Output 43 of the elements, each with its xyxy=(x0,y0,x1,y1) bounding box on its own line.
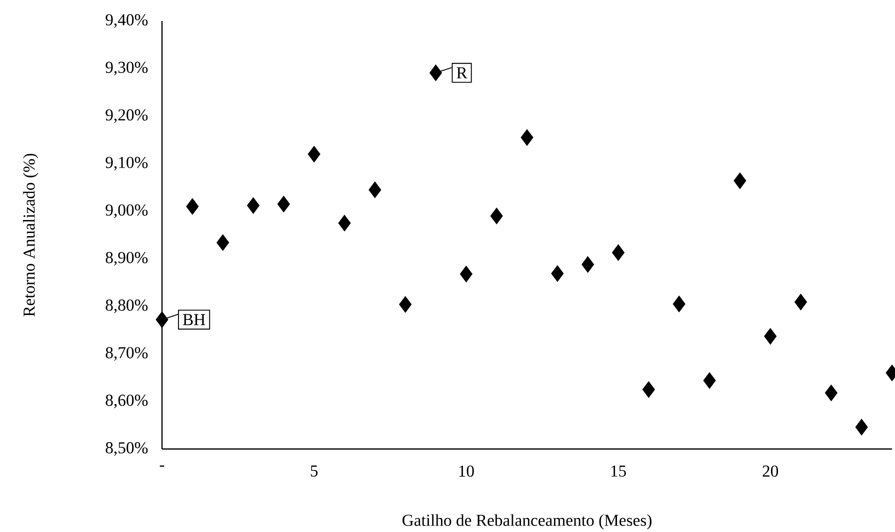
point xyxy=(277,196,290,212)
y-tick-label: 9,10% xyxy=(106,156,148,171)
point xyxy=(490,208,503,224)
point xyxy=(338,214,351,232)
point xyxy=(551,265,564,282)
y-tick-label: 9,30% xyxy=(106,62,148,76)
x-tick-label: - xyxy=(160,465,164,467)
point xyxy=(642,381,655,398)
point xyxy=(186,198,199,215)
point xyxy=(216,234,230,251)
x-tick-label: 15 xyxy=(611,465,626,477)
y-tick-label: 8,50% xyxy=(106,442,148,456)
x-tick-label: 10 xyxy=(459,465,474,477)
annotation: R xyxy=(456,67,468,78)
point xyxy=(734,172,746,190)
y-tick-label: 8,70% xyxy=(106,347,148,361)
point xyxy=(855,418,868,436)
annotation: BH xyxy=(182,314,206,326)
point xyxy=(582,256,594,273)
y-tick-label: 9,00% xyxy=(106,204,148,218)
y-tick-label: 9,20% xyxy=(106,109,148,123)
x-tick-label: 5 xyxy=(310,465,318,477)
point xyxy=(612,244,625,261)
point xyxy=(156,311,168,328)
point xyxy=(794,294,808,310)
point xyxy=(399,296,412,313)
y-tick-label: 8,90% xyxy=(106,252,148,266)
x-axis-title: Gatilho de Rebalanceamento (Meses) xyxy=(402,514,652,530)
y-tick-label: 8,60% xyxy=(106,394,148,408)
point xyxy=(520,129,534,146)
y-tick-label: 9,40% xyxy=(106,14,148,28)
point xyxy=(246,197,260,214)
point xyxy=(460,266,472,282)
point xyxy=(308,146,320,162)
point xyxy=(429,64,442,82)
point xyxy=(764,328,777,345)
y-axis-title: Retorno Anualizado (%) xyxy=(23,154,38,316)
point xyxy=(368,182,382,198)
y-tick-label: 8,80% xyxy=(106,300,148,314)
point xyxy=(824,384,838,402)
point xyxy=(672,296,686,312)
x-tick-label: 20 xyxy=(762,465,778,477)
point xyxy=(703,372,716,389)
